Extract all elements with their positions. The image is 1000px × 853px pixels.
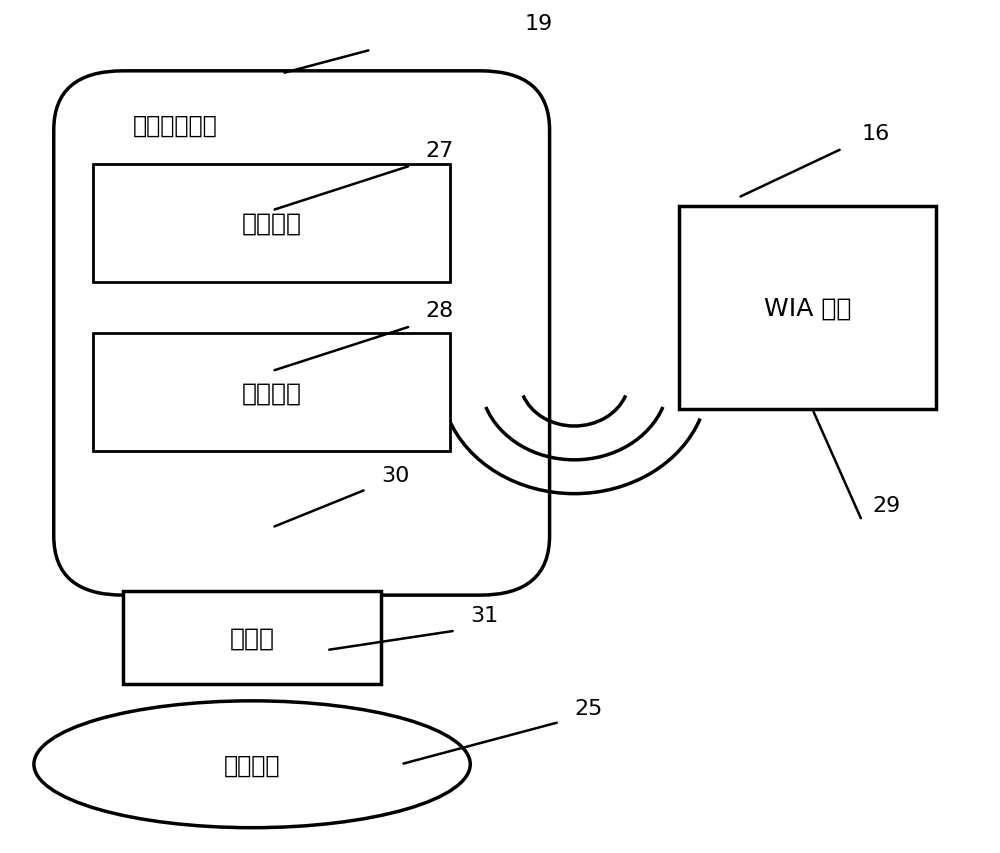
Text: 30: 30	[381, 466, 409, 485]
Text: 传感器: 传感器	[230, 626, 275, 650]
Bar	[679, 207, 936, 409]
Text: 无线振动仪表: 无线振动仪表	[133, 114, 218, 138]
Text: 19: 19	[525, 14, 553, 34]
Bar	[93, 165, 450, 283]
Text: 29: 29	[872, 496, 900, 515]
Text: 16: 16	[862, 124, 890, 143]
Bar	[93, 334, 450, 452]
Text: 信号处理: 信号处理	[242, 380, 302, 404]
Text: WIA 网络: WIA 网络	[764, 296, 851, 320]
Text: 被测设备: 被测设备	[224, 752, 280, 776]
Text: 27: 27	[426, 141, 454, 160]
Text: 数据处理: 数据处理	[242, 212, 302, 235]
Text: 28: 28	[426, 301, 454, 321]
FancyBboxPatch shape	[54, 72, 550, 595]
Bar	[123, 591, 381, 684]
Ellipse shape	[34, 701, 470, 827]
Text: 31: 31	[470, 605, 498, 625]
Text: 25: 25	[574, 698, 603, 718]
